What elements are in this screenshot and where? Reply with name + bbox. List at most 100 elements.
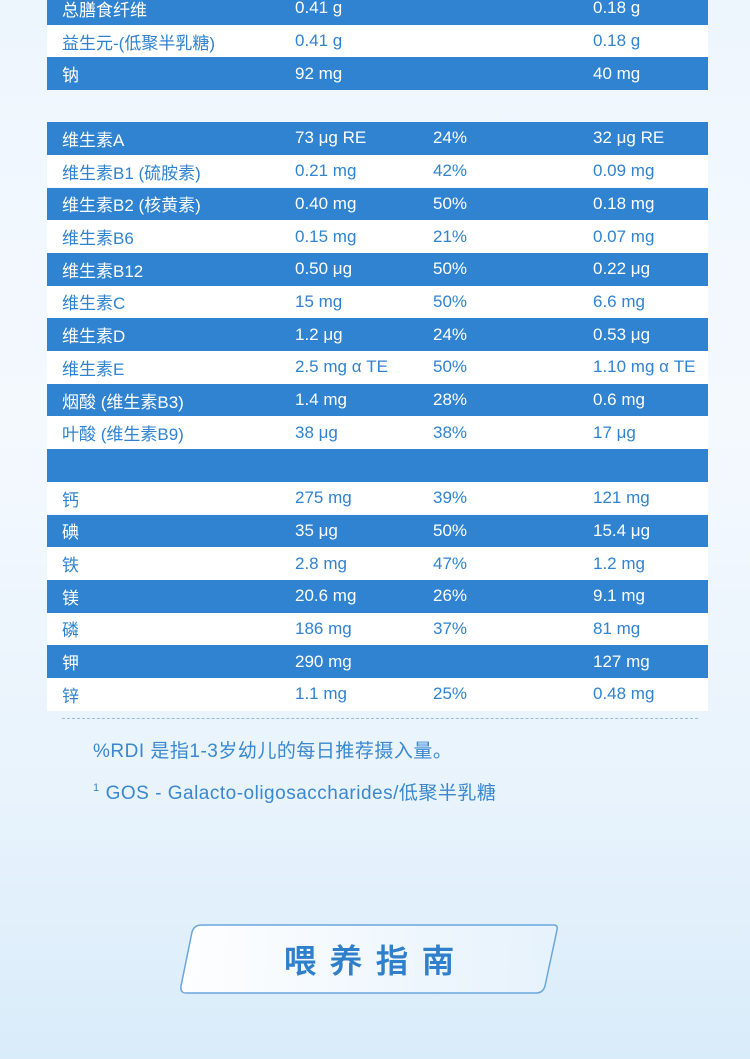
rdi-percent: 50% [433,520,468,540]
amount-per-serving: 1.2 μg [295,324,343,344]
table-row: 钾 290 mg 127 mg [47,645,708,678]
amount-per-100g: 6.6 mg [593,291,645,311]
table-row: 维生素C 15 mg 50% 6.6 mg [47,285,708,319]
amount-per-serving: 0.41 g [295,31,343,51]
amount-per-serving: 0.41 g [295,0,343,18]
rdi-percent: 26% [433,586,468,606]
table-row: 维生素B2 (核黄素) 0.40 mg 50% 0.18 mg [47,187,708,221]
amount-per-100g: 0.53 μg [593,324,651,344]
rdi-percent: 24% [433,128,468,148]
rdi-percent: 50% [433,259,468,279]
nutrient-name: 叶酸 (维生素B9) [62,425,184,445]
amount-per-serving: 0.21 mg [295,161,357,181]
table-row: 烟酸 (维生素B3) 1.4 mg 28% 0.6 mg [47,383,708,417]
dashed-divider [62,718,698,719]
amount-per-100g: 17 μg [593,422,636,442]
nutrient-name: 碘 [62,523,79,543]
table-row: 钠 92 mg 40 mg [47,57,708,91]
table-row: 碘 35 μg 50% 15.4 μg [47,514,708,548]
table-row: 总膳食纤维 0.41 g 0.18 g [47,0,708,25]
table-row: 镁 20.6 mg 26% 9.1 mg [47,579,708,613]
amount-per-serving: 35 μg [295,520,338,540]
table-row: 钙 275 mg 39% 121 mg [47,481,708,515]
table-row: 维生素B1 (硫胺素) 0.21 mg 42% 0.09 mg [47,154,708,188]
amount-per-serving: 20.6 mg [295,586,357,606]
amount-per-serving: 92 mg [295,63,343,83]
table-row: 磷 186 mg 37% 81 mg [47,612,708,646]
table-row [47,449,708,482]
nutrient-name: 维生素B12 [62,261,144,281]
table-row: 叶酸 (维生素B9) 38 μg 38% 17 μg [47,416,708,450]
nutrient-name: 钠 [62,66,79,86]
rdi-percent: 39% [433,488,468,508]
feeding-guide-banner[interactable]: 喂养指南 [180,924,558,994]
amount-per-serving: 186 mg [295,618,352,638]
rdi-note: %RDI 是指1-3岁幼儿的每日推荐摄入量。 [93,741,453,762]
amount-per-serving: 0.50 μg [295,259,353,279]
nutrient-name: 烟酸 (维生素B3) [62,392,184,412]
amount-per-serving: 290 mg [295,651,352,671]
nutrient-name: 镁 [62,588,79,608]
banner-frame [180,924,558,994]
nutrient-name: 维生素B6 [62,229,134,249]
table-row: 维生素D 1.2 μg 24% 0.53 μg [47,318,708,351]
amount-per-serving: 2.5 mg α TE [295,357,388,377]
nutrient-name: 总膳食纤维 [62,0,147,20]
amount-per-serving: 2.8 mg [295,553,347,573]
amount-per-100g: 0.48 mg [593,684,655,704]
nutrient-name: 维生素D [62,327,126,347]
nutrient-name: 钙 [62,490,79,510]
nutrient-name: 铁 [62,556,79,576]
gos-note-text: GOS - Galacto-oligosaccharides/低聚半乳糖 [105,783,497,804]
amount-per-100g: 32 μg RE [593,128,665,148]
nutrient-name: 益生元-(低聚半乳糖) [62,33,215,53]
rdi-percent: 24% [433,324,468,344]
nutrient-name: 磷 [62,621,79,641]
table-row: 铁 2.8 mg 47% 1.2 mg [47,547,708,580]
rdi-percent: 38% [433,422,468,442]
nutrient-name: 维生素A [62,130,125,150]
amount-per-100g: 0.18 g [593,0,641,18]
amount-per-100g: 15.4 μg [593,520,651,540]
feeding-guide-title: 喂养指南 [283,943,468,979]
amount-per-100g: 0.09 mg [593,161,655,181]
nutrient-name: 钾 [62,654,79,674]
amount-per-serving: 38 μg [295,422,338,442]
amount-per-100g: 0.18 mg [593,193,655,213]
amount-per-serving: 275 mg [295,488,352,508]
nutrient-name: 维生素E [62,359,125,379]
nutrient-name: 维生素C [62,294,126,314]
table-row: 维生素E 2.5 mg α TE 50% 1.10 mg α TE [47,351,708,384]
amount-per-serving: 1.1 mg [295,684,347,704]
nutrition-table: 总膳食纤维 0.41 g 0.18 g 益生元-(低聚半乳糖) 0.41 g 0.18 g… [47,0,708,711]
amount-per-100g: 1.2 mg [593,553,645,573]
amount-per-serving: 1.4 mg [295,390,347,410]
amount-per-100g: 127 mg [593,651,650,671]
rdi-percent: 50% [433,291,468,311]
table-gap [47,90,708,122]
rdi-percent: 42% [433,161,468,181]
amount-per-100g: 81 mg [593,618,641,638]
gos-note: 1 GOS - Galacto-oligosaccharides/低聚半乳糖 [93,778,496,805]
nutrient-name: 锌 [62,686,79,706]
amount-per-100g: 1.10 mg α TE [593,357,696,377]
amount-per-serving: 0.15 mg [295,226,357,246]
rdi-percent: 50% [433,193,468,213]
rdi-percent: 47% [433,553,468,573]
table-row: 维生素B12 0.50 μg 50% 0.22 μg [47,252,708,286]
table-row: 维生素B6 0.15 mg 21% 0.07 mg [47,220,708,253]
amount-per-100g: 40 mg [593,63,641,83]
rdi-percent: 37% [433,618,468,638]
amount-per-serving: 0.40 mg [295,193,357,213]
amount-per-100g: 121 mg [593,488,650,508]
amount-per-serving: 15 mg [295,291,343,311]
amount-per-100g: 9.1 mg [593,586,645,606]
amount-per-serving: 73 μg RE [295,128,367,148]
amount-per-100g: 0.6 mg [593,390,645,410]
amount-per-100g: 0.07 mg [593,226,655,246]
amount-per-100g: 0.18 g [593,31,641,51]
rdi-percent: 50% [433,357,468,377]
table-row: 益生元-(低聚半乳糖) 0.41 g 0.18 g [47,24,708,58]
rdi-percent: 28% [433,390,468,410]
footnote-marker: 1 [93,782,100,794]
